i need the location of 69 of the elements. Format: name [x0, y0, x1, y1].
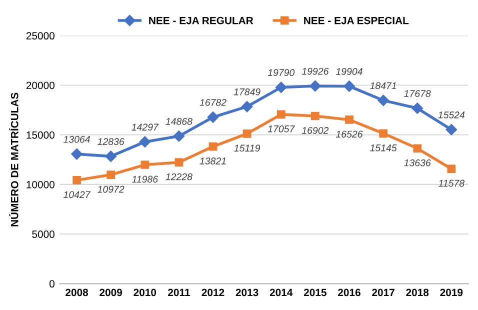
x-tick-label: 2013	[236, 288, 258, 296]
point	[242, 130, 252, 138]
data-label: 14297	[132, 124, 159, 131]
data-label: 14868	[166, 118, 192, 125]
y-tick-label: 5000	[32, 230, 54, 238]
point	[207, 112, 219, 123]
y-tick-label: 0	[50, 280, 54, 288]
x-tick-label: 2019	[440, 288, 463, 296]
data-label: 15145	[370, 144, 397, 152]
y-axis-title: NÚMERO DE MATRÍCULAS	[8, 92, 18, 226]
x-tick-label: 2009	[100, 288, 122, 296]
point	[241, 100, 253, 112]
data-label: 17057	[268, 125, 295, 132]
data-label: 13064	[64, 136, 90, 143]
x-tick-label: 2014	[270, 288, 293, 296]
data-label: 16902	[302, 126, 329, 134]
x-tick-label: 2016	[338, 288, 360, 296]
data-label: 17678	[404, 90, 431, 98]
point	[208, 142, 218, 151]
x-tick-label: 2018	[406, 288, 429, 296]
legend-label: NEE - EJA REGULAR	[149, 16, 254, 24]
y-tick-label: 20000	[26, 82, 54, 90]
point	[174, 158, 184, 167]
data-label: 19904	[336, 68, 362, 75]
data-label: 10427	[64, 191, 91, 198]
x-tick-label: 2010	[134, 288, 156, 296]
point	[412, 102, 423, 114]
point	[276, 110, 286, 119]
data-label: 11986	[132, 176, 158, 183]
data-label: 13636	[404, 159, 431, 166]
y-tick-label: 25000	[26, 32, 54, 40]
data-label: 12836	[98, 138, 124, 146]
data-label: 15119	[234, 144, 260, 152]
point	[139, 136, 150, 148]
data-label: 17849	[234, 88, 260, 96]
point	[106, 170, 116, 179]
data-label: 16526	[336, 130, 363, 138]
point	[379, 129, 388, 138]
point	[276, 82, 287, 93]
y-tick-label: 10000	[26, 180, 54, 188]
point	[447, 164, 456, 173]
data-label: 13821	[200, 158, 226, 164]
data-label: 11578	[438, 180, 465, 187]
point	[344, 80, 355, 92]
x-tick-label: 2017	[372, 288, 394, 296]
point	[310, 80, 321, 92]
x-tick-label: 2008	[66, 288, 88, 296]
data-label: 18471	[370, 82, 396, 90]
x-tick-label: 2012	[202, 288, 224, 296]
point	[72, 176, 81, 184]
data-label: 16782	[200, 99, 226, 106]
point	[140, 160, 150, 169]
x-tick-label: 2011	[168, 288, 190, 296]
point	[173, 130, 185, 142]
data-label: 19790	[268, 69, 295, 76]
x-tick-label: 2015	[304, 288, 326, 296]
data-label: 15524	[438, 111, 465, 118]
point	[345, 116, 354, 124]
point	[378, 94, 389, 106]
data-label: 10972	[98, 186, 124, 193]
point	[413, 144, 422, 153]
point	[71, 148, 82, 160]
data-label: 12228	[166, 173, 192, 180]
point	[105, 150, 116, 162]
legend-label: NEE - EJA ESPECIAL	[304, 16, 409, 24]
point	[446, 124, 458, 136]
data-label: 19926	[302, 68, 329, 75]
point	[311, 112, 320, 120]
y-tick-label: 15000	[26, 131, 54, 139]
